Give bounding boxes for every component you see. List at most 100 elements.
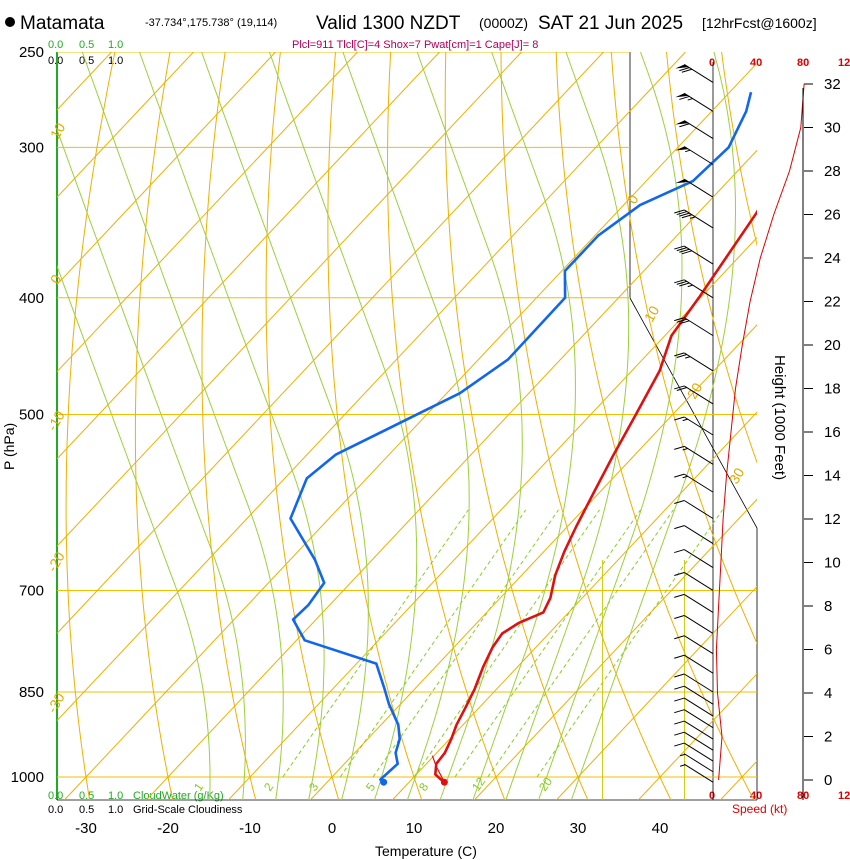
barb-feather <box>679 123 690 128</box>
barb-feather <box>676 280 687 285</box>
barb-pennant <box>675 179 689 184</box>
barb-staff <box>684 445 714 465</box>
dry-adiabat-line <box>201 52 257 800</box>
moist-adiabat-line <box>139 52 325 800</box>
wind-speed-profile <box>715 83 805 800</box>
isotherm-line <box>556 585 757 800</box>
mixing-ratio-label: 8 <box>416 780 431 794</box>
barb-feather <box>674 549 685 554</box>
barb-feather <box>674 673 685 678</box>
wind-barb <box>674 416 714 436</box>
station-dot <box>5 17 15 27</box>
moist-adiabat-line <box>570 52 737 800</box>
x-axis-label: Temperature (C) <box>375 843 477 859</box>
mixing-ratio-label: 2 <box>261 780 276 794</box>
wind-speed-line <box>715 83 805 781</box>
isotherm-line <box>392 411 757 800</box>
speed-axis-top-40: 40 <box>750 57 762 69</box>
p-tick-400: 400 <box>19 290 44 307</box>
isotherm-label: -10 <box>44 408 68 434</box>
barb-half-feather <box>682 475 688 479</box>
valid-time: Valid 1300 NZDT <box>316 13 461 34</box>
barb-feather <box>674 614 685 619</box>
cloudiness-scale-top-1: 0.5 <box>79 55 94 67</box>
wind-barb <box>674 614 714 634</box>
dry-adiabat-line <box>610 52 757 645</box>
barb-feather <box>681 214 693 219</box>
isotherm-line <box>57 52 522 547</box>
wind-barb <box>679 753 714 773</box>
barb-staff <box>684 549 714 568</box>
height-tick-0: 0 <box>824 772 832 789</box>
barb-feather <box>674 635 685 640</box>
height-tick-20: 20 <box>824 337 841 354</box>
barb-staff <box>684 753 714 773</box>
x-tick--10: -10 <box>239 820 261 837</box>
isotherm-line <box>64 62 757 800</box>
cloudiness-scale-bottom-0: 0.0 <box>48 804 63 816</box>
barb-staff <box>684 525 714 545</box>
dry-adiabat-line <box>65 52 116 800</box>
wind-barb <box>675 120 714 139</box>
dry-adiabat-line <box>665 52 757 464</box>
isotherm-label: 0 <box>624 192 642 207</box>
barb-feather <box>674 416 685 421</box>
series-parcel <box>431 755 445 783</box>
station-coords: -37.734°,175.738° (19,114) <box>145 17 277 29</box>
barb-feather <box>674 245 685 250</box>
barb-staff <box>684 635 714 655</box>
barb-staff <box>684 416 714 436</box>
p-tick-850: 850 <box>19 684 44 701</box>
p-tick-300: 300 <box>19 139 44 156</box>
height-tick-12: 12 <box>824 511 841 528</box>
p-tick-700: 700 <box>19 582 44 599</box>
height-tick-14: 14 <box>824 468 841 485</box>
wind-barb <box>674 525 714 545</box>
height-tick-6: 6 <box>824 642 832 659</box>
moist-adiabat-line <box>57 264 211 800</box>
barb-feather <box>679 67 690 72</box>
cloudiness-label: Grid-Scale Cloudiness <box>133 804 243 816</box>
barb-feather <box>676 247 687 252</box>
p-tick-250: 250 <box>19 44 44 61</box>
barb-feather <box>676 318 687 323</box>
mixing-ratio-line <box>454 509 641 778</box>
cloudwater-scale-top-1: 0.5 <box>79 39 94 51</box>
dry-adiabat-line <box>444 52 589 800</box>
speed-axis-top-0: 0 <box>709 57 715 69</box>
wind-barb <box>674 209 714 229</box>
barb-staff <box>684 673 714 693</box>
dry-adiabat-line <box>134 52 174 800</box>
wind-barb <box>675 146 714 165</box>
barb-staff <box>684 685 714 705</box>
barb-feather <box>674 593 685 598</box>
series-dewpoint <box>289 91 753 784</box>
forecast-info: [12hrFcst@1600z] <box>702 15 817 31</box>
barb-feather <box>674 385 685 390</box>
wind-barb <box>675 178 714 198</box>
height-axis-label: Height (1000 Feet) <box>771 355 788 480</box>
dry-adiabat-line <box>500 52 672 800</box>
mixing-ratio-line <box>282 509 469 778</box>
isotherm-line <box>57 52 194 198</box>
isotherm-line <box>57 52 358 373</box>
wind-barb <box>675 64 714 83</box>
isotherm-line <box>57 52 276 286</box>
mixing-ratio-line <box>372 509 559 778</box>
moist-adiabat-line <box>416 52 523 800</box>
barb-staff <box>684 146 714 165</box>
barb-pennant <box>675 64 689 69</box>
x-tick-30: 30 <box>570 820 587 837</box>
cloudiness-scale-top-0: 0.0 <box>48 55 63 67</box>
utc-time: (0000Z) <box>479 15 528 31</box>
wind-barb <box>674 549 714 568</box>
height-tick-30: 30 <box>824 120 841 137</box>
cloudwater-label: CloudWater (g/Kg) <box>133 790 224 802</box>
x-tick-0: 0 <box>328 820 336 837</box>
x-tick-20: 20 <box>488 820 505 837</box>
cloudiness-scale-bottom-2: 1.0 <box>108 804 123 816</box>
wind-barb <box>674 385 714 405</box>
x-tick--20: -20 <box>157 820 179 837</box>
barb-feather <box>676 354 687 358</box>
wind-barb <box>674 352 714 372</box>
